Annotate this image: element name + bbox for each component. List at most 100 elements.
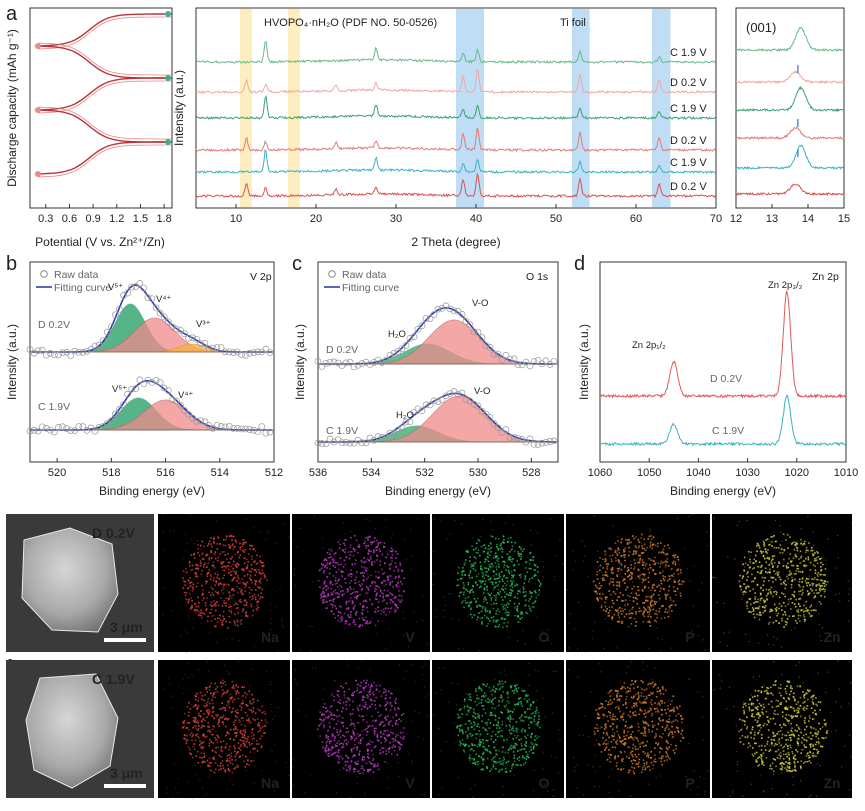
eds-speckle [338, 539, 341, 541]
eds-speckle [422, 595, 424, 597]
eds-signal [747, 564, 749, 566]
eds-signal [618, 548, 621, 551]
eds-signal [384, 607, 387, 610]
eds-signal [398, 748, 401, 751]
eds-signal [357, 709, 360, 712]
eds-speckle [508, 756, 511, 758]
d-ticks-tick-label: 1020 [785, 467, 809, 479]
eds-signal [366, 610, 369, 613]
eds-signal [387, 595, 389, 597]
eds-signal [327, 715, 330, 718]
eds-signal [213, 577, 215, 579]
eds-signal [253, 734, 255, 736]
eds-signal [371, 582, 373, 585]
eds-signal [326, 594, 329, 597]
eds-signal [361, 609, 364, 611]
eds-speckle [215, 520, 218, 522]
eds-signal [762, 606, 764, 608]
eds-signal [796, 609, 798, 612]
b-plot-raw-point [112, 410, 119, 418]
eds-speckle [162, 514, 164, 516]
eds-signal [350, 760, 353, 762]
eds-signal [237, 751, 239, 753]
eds-signal [467, 551, 469, 553]
eds-signal [457, 566, 460, 569]
eds-speckle [310, 650, 312, 652]
b-plot-raw-point [124, 390, 131, 398]
eds-signal [604, 553, 607, 556]
eds-signal [614, 593, 617, 595]
eds-signal [205, 604, 207, 607]
eds-speckle [491, 773, 493, 775]
eds-signal [660, 560, 663, 563]
eds-speckle [372, 777, 375, 780]
eds-signal [791, 576, 793, 579]
eds-signal [377, 544, 379, 546]
c-plot-raw-point [410, 333, 418, 341]
b-plot-raw-point [185, 410, 192, 418]
eds-speckle [382, 620, 384, 622]
eds-signal [786, 621, 788, 624]
eds-speckle [799, 651, 801, 653]
eds-signal [213, 693, 215, 696]
eds-signal [211, 715, 214, 717]
eds-speckle [299, 527, 301, 530]
eds-speckle [617, 607, 619, 610]
eds-speckle [703, 649, 706, 651]
eds-signal [380, 695, 383, 697]
eds-signal [373, 540, 375, 543]
eds-signal [386, 589, 389, 592]
eds-signal [193, 553, 195, 556]
eds-signal [774, 578, 777, 581]
eds-signal [229, 545, 232, 547]
eds-signal [516, 606, 519, 608]
eds-signal [349, 623, 351, 625]
eds-signal [634, 625, 637, 627]
eds-signal [187, 600, 190, 603]
eds-signal [644, 573, 646, 575]
eds-signal [214, 751, 217, 753]
eds-signal [217, 746, 220, 749]
eds-signal [328, 711, 331, 713]
eds-signal [654, 589, 656, 592]
eds-signal [251, 738, 254, 740]
eds-signal [330, 603, 333, 605]
eds-signal [227, 598, 230, 601]
eds-signal [650, 589, 652, 592]
eds-signal [212, 579, 215, 582]
eds-signal [509, 559, 511, 561]
eds-signal [614, 549, 617, 552]
eds-speckle [333, 555, 335, 558]
eds-signal [199, 691, 202, 694]
eds-signal [206, 759, 209, 762]
eds-signal [804, 580, 807, 582]
eds-signal [237, 712, 240, 714]
eds-signal [210, 761, 213, 764]
eds-signal [483, 592, 485, 595]
eds-signal [672, 560, 675, 563]
eds-signal [500, 546, 503, 549]
eds-signal [208, 729, 211, 732]
eds-signal [202, 558, 205, 560]
eds-signal [206, 575, 209, 578]
scale-bar-label: 3 μm [110, 619, 143, 635]
eds-signal [233, 546, 235, 548]
eds-signal [669, 599, 672, 601]
c-plot-raw-point [498, 356, 506, 364]
eds-speckle [458, 648, 460, 650]
eds-signal [676, 587, 679, 590]
eds-signal [209, 685, 212, 687]
eds-signal [776, 571, 779, 574]
b-plot-raw-point [217, 423, 225, 430]
eds-signal [319, 735, 322, 737]
eds-signal [812, 554, 815, 556]
eds-signal [490, 566, 493, 568]
eds-signal [201, 594, 203, 597]
eds-speckle [555, 554, 558, 556]
eds-signal [513, 564, 516, 566]
c-plot-raw-point [494, 350, 502, 358]
eds-signal [604, 571, 607, 573]
eds-map-bg [292, 514, 430, 652]
eds-signal [323, 599, 325, 601]
eds-signal [760, 569, 763, 572]
